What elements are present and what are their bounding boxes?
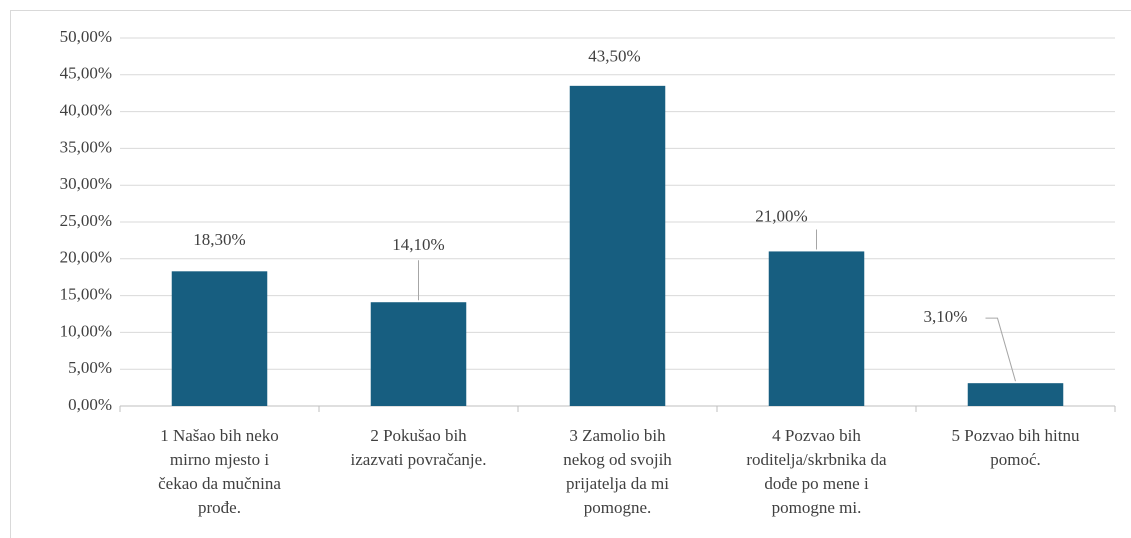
value-label: 3,10% (924, 307, 968, 326)
y-tick-label: 30,00% (60, 174, 112, 193)
x-tick-label: 1 Našao bih neko (160, 426, 279, 445)
value-label: 14,10% (392, 235, 444, 254)
leader-line (985, 317, 1016, 382)
value-label: 21,00% (755, 206, 807, 225)
y-tick-label: 25,00% (60, 211, 112, 230)
y-tick-label: 45,00% (60, 64, 112, 83)
y-tick-label: 15,00% (60, 285, 112, 304)
y-tick-label: 20,00% (60, 248, 112, 267)
bar (768, 251, 865, 406)
x-tick-label: 3 Zamolio bih (569, 426, 666, 445)
y-tick-label: 0,00% (68, 395, 112, 414)
y-tick-label: 10,00% (60, 321, 112, 340)
x-tick-label: 2 Pokušao bih (370, 426, 467, 445)
x-tick-label: mirno mjesto i (170, 450, 269, 469)
x-tick-label: pomogne. (584, 498, 652, 517)
x-tick-label: prođe. (198, 498, 241, 517)
y-tick-label: 5,00% (68, 358, 112, 377)
x-tick-label: dođe po mene i (764, 474, 869, 493)
value-label: 43,50% (588, 47, 640, 66)
bar (370, 302, 467, 406)
bar (967, 383, 1064, 406)
x-tick-label: izazvati povračanje. (351, 450, 487, 469)
y-tick-label: 50,00% (60, 27, 112, 46)
bar (569, 85, 666, 406)
y-tick-label: 35,00% (60, 137, 112, 156)
bar (171, 271, 268, 406)
y-tick-label: 40,00% (60, 101, 112, 120)
x-tick-label: prijatelja da mi (566, 474, 669, 493)
x-tick-label: nekog od svojih (563, 450, 672, 469)
x-tick-label: 4 Pozvao bih (772, 426, 861, 445)
x-tick-label: 5 Pozvao bih hitnu (952, 426, 1080, 445)
chart-border (10, 10, 1131, 538)
x-tick-label: pomogne mi. (772, 498, 862, 517)
x-tick-label: roditelja/skrbnika da (746, 450, 887, 469)
x-tick-label: čekao da mučnina (158, 474, 281, 493)
x-tick-label: pomoć. (990, 450, 1041, 469)
value-label: 18,30% (193, 230, 245, 249)
